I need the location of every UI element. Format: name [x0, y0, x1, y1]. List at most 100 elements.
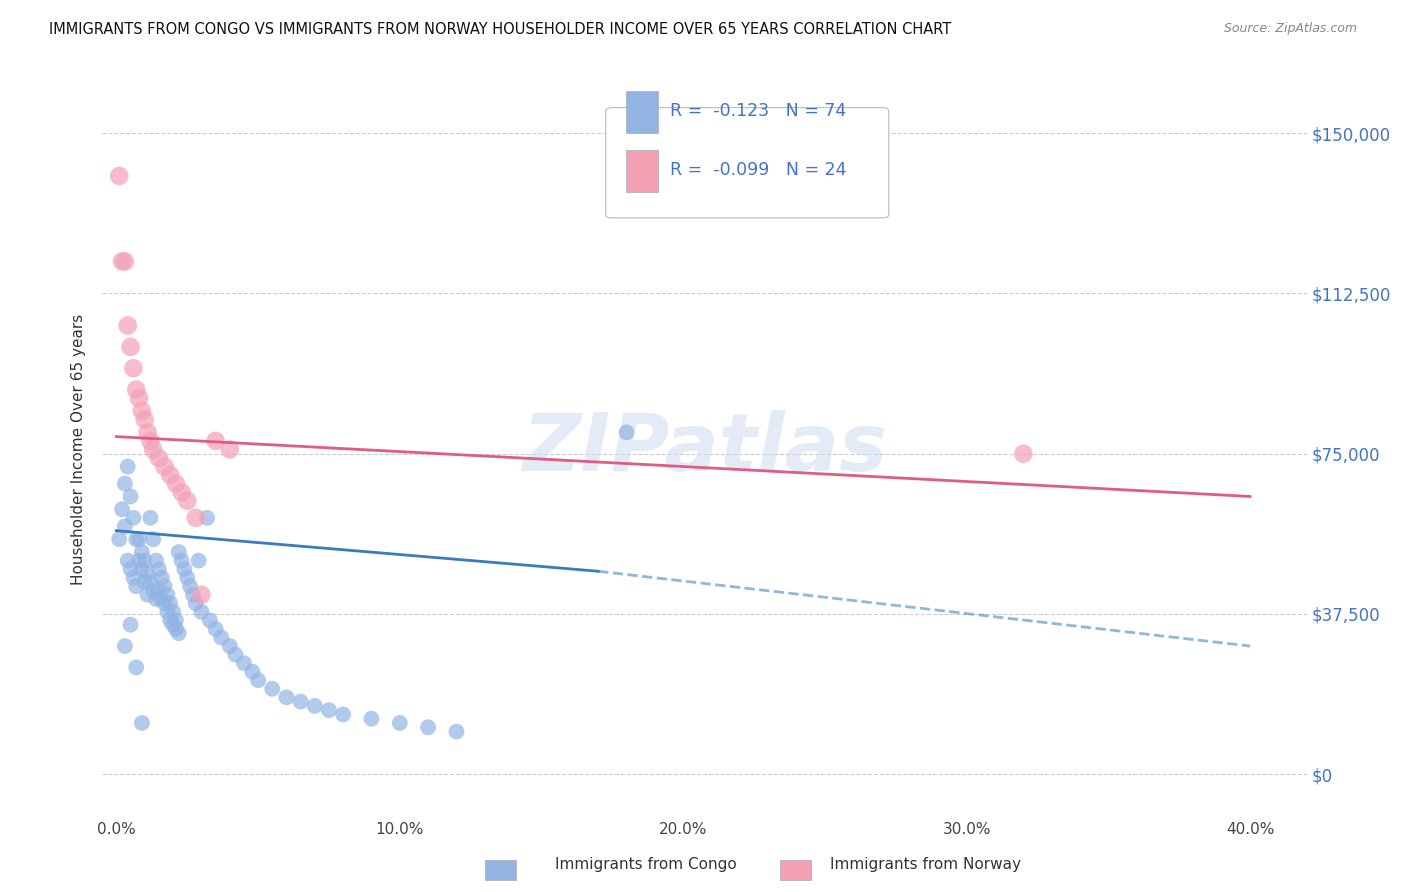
Point: [117, 318, 139, 333]
Point: [131, 404, 153, 418]
Point: [153, 596, 176, 610]
Point: [167, 545, 190, 559]
Point: [108, 169, 131, 183]
Point: [1012, 447, 1035, 461]
Text: R =  -0.123   N = 74: R = -0.123 N = 74: [669, 102, 846, 120]
Point: [117, 553, 139, 567]
Point: [247, 673, 270, 688]
Point: [290, 695, 312, 709]
Point: [148, 450, 170, 465]
Point: [232, 656, 254, 670]
Point: [148, 562, 170, 576]
Point: [418, 720, 440, 734]
Point: [167, 626, 190, 640]
Point: [165, 614, 187, 628]
Point: [122, 571, 145, 585]
Point: [128, 391, 150, 405]
Bar: [626, 150, 658, 192]
Text: R =  -0.099   N = 24: R = -0.099 N = 24: [669, 161, 846, 179]
Point: [173, 562, 195, 576]
Point: [332, 707, 354, 722]
Point: [134, 553, 156, 567]
FancyBboxPatch shape: [606, 108, 889, 218]
Point: [190, 605, 212, 619]
Point: [162, 617, 184, 632]
Y-axis label: Householder Income Over 65 years: Householder Income Over 65 years: [72, 314, 86, 585]
Point: [204, 434, 226, 448]
Point: [176, 493, 198, 508]
Point: [120, 617, 142, 632]
Point: [446, 724, 468, 739]
Point: [304, 698, 326, 713]
Point: [139, 574, 162, 589]
Point: [218, 442, 240, 457]
Text: Source: ZipAtlas.com: Source: ZipAtlas.com: [1223, 22, 1357, 36]
Point: [179, 579, 201, 593]
Point: [131, 716, 153, 731]
Point: [108, 532, 131, 546]
Point: [145, 592, 167, 607]
Point: [125, 660, 148, 674]
Point: [134, 574, 156, 589]
Point: [128, 532, 150, 546]
Point: [156, 605, 179, 619]
Point: [122, 511, 145, 525]
Point: [136, 425, 159, 440]
Point: [120, 562, 142, 576]
Point: [159, 468, 181, 483]
Point: [204, 622, 226, 636]
Point: [114, 639, 136, 653]
Point: [139, 511, 162, 525]
Point: [131, 562, 153, 576]
Point: [120, 340, 142, 354]
Point: [136, 566, 159, 581]
Point: [616, 425, 638, 440]
Point: [360, 712, 382, 726]
Point: [262, 681, 284, 696]
Point: [318, 703, 340, 717]
Point: [276, 690, 298, 705]
Point: [122, 361, 145, 376]
Point: [170, 485, 193, 500]
Text: ZIPatlas: ZIPatlas: [522, 410, 887, 489]
Point: [153, 579, 176, 593]
Point: [165, 476, 187, 491]
Point: [162, 605, 184, 619]
Point: [142, 442, 165, 457]
Point: [198, 614, 221, 628]
Point: [195, 511, 218, 525]
Point: [134, 412, 156, 426]
Point: [125, 532, 148, 546]
Point: [170, 553, 193, 567]
Point: [125, 383, 148, 397]
Point: [156, 588, 179, 602]
Point: [159, 614, 181, 628]
Point: [120, 490, 142, 504]
Text: IMMIGRANTS FROM CONGO VS IMMIGRANTS FROM NORWAY HOUSEHOLDER INCOME OVER 65 YEARS: IMMIGRANTS FROM CONGO VS IMMIGRANTS FROM…: [49, 22, 952, 37]
Point: [117, 459, 139, 474]
Point: [153, 459, 176, 474]
Point: [176, 571, 198, 585]
Point: [136, 588, 159, 602]
Point: [125, 579, 148, 593]
Point: [114, 519, 136, 533]
Point: [224, 648, 246, 662]
Point: [111, 502, 134, 516]
Point: [187, 553, 209, 567]
Point: [218, 639, 240, 653]
Point: [148, 583, 170, 598]
Point: [145, 553, 167, 567]
Point: [150, 592, 173, 607]
Point: [190, 588, 212, 602]
Point: [242, 665, 264, 679]
Point: [165, 622, 187, 636]
Bar: [626, 91, 658, 134]
Point: [209, 631, 232, 645]
Point: [114, 476, 136, 491]
Point: [388, 716, 411, 731]
Point: [142, 583, 165, 598]
Text: Immigrants from Congo: Immigrants from Congo: [555, 857, 737, 872]
Point: [128, 553, 150, 567]
Point: [142, 532, 165, 546]
Point: [184, 596, 207, 610]
